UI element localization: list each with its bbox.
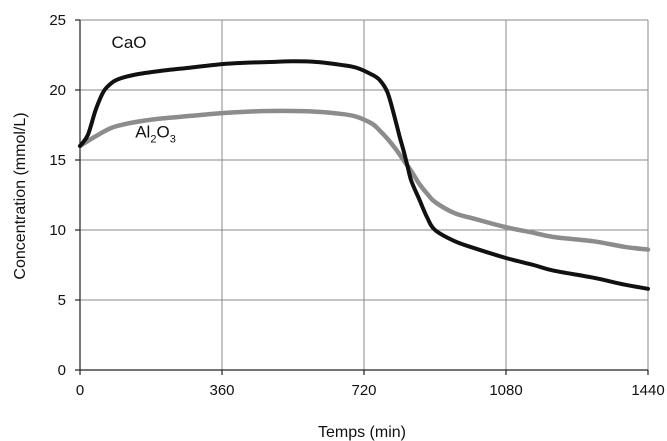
series-label-al2o3: Al2O3 [135, 123, 176, 146]
x-axis-title: Temps (min) [318, 424, 406, 441]
x-tick-label: 720 [351, 382, 376, 399]
y-tick-label: 20 [49, 82, 66, 99]
x-tick-label: 360 [209, 382, 234, 399]
y-tick-label: 15 [49, 152, 66, 169]
tick-labels: 0 5 10 15 20 25 0 360 720 1080 1440 [49, 12, 664, 399]
x-tick-label: 0 [76, 382, 84, 399]
y-tick-label: 0 [58, 362, 66, 379]
series-layer [77, 59, 651, 291]
y-tick-label: 25 [49, 12, 66, 29]
y-axis-title: Concentration (mmol/L) [12, 112, 29, 279]
series-line-al2o3 [77, 108, 651, 252]
y-tick-label: 5 [58, 292, 66, 309]
series-line-cao [78, 59, 650, 291]
x-tick-label: 1440 [631, 382, 664, 399]
x-tick-label: 1080 [489, 382, 522, 399]
grid-layer [80, 19, 649, 370]
series-labels: CaO Al2O3 [112, 33, 176, 146]
axis-layer [75, 19, 649, 375]
series-label-cao: CaO [112, 33, 147, 52]
y-tick-label: 10 [49, 222, 66, 239]
